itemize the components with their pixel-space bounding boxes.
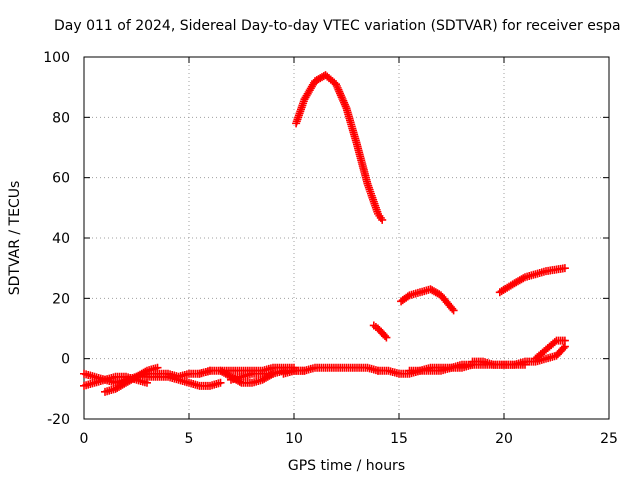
y-tick-label: 80 <box>52 110 70 126</box>
y-tick-label: 20 <box>52 291 70 307</box>
series-arc-small <box>369 321 391 342</box>
y-tick-label: 0 <box>61 352 70 368</box>
marker <box>340 98 349 107</box>
marker <box>336 89 345 98</box>
series-arc-baseline-11 <box>468 342 569 369</box>
marker <box>448 304 457 313</box>
tick-labels: 0 5 10 15 20 25 -20 0 20 40 60 80 100 <box>43 50 618 447</box>
x-tick-label: 10 <box>285 431 303 447</box>
marker <box>341 102 350 111</box>
marker <box>339 96 348 105</box>
chart-title: Day 011 of 2024, Sidereal Day-to-day VTE… <box>54 18 621 34</box>
marker <box>550 338 559 347</box>
series-arc-baseline-4 <box>143 372 225 390</box>
x-tick-label: 25 <box>600 431 618 447</box>
y-tick-label: 60 <box>52 171 70 187</box>
x-tick-label: 0 <box>80 431 89 447</box>
marker <box>333 83 342 92</box>
marker <box>338 95 347 104</box>
marker <box>340 100 349 109</box>
data-point <box>216 378 225 387</box>
y-tick-label: 100 <box>43 50 70 66</box>
data-point <box>560 264 569 273</box>
data-marks <box>80 71 569 396</box>
series-arc-baseline-12 <box>531 336 569 363</box>
y-axis-label: SDTVAR / TECUs <box>7 181 23 296</box>
marker <box>141 367 150 376</box>
series-arc-late <box>495 264 569 297</box>
data-point <box>378 215 387 224</box>
y-tick-label: -20 <box>47 412 70 428</box>
grid <box>84 57 609 419</box>
marker <box>381 332 389 341</box>
ticks <box>83 56 610 420</box>
data-point <box>382 333 391 342</box>
series-arc-baseline-8 <box>279 363 382 378</box>
x-axis-label: GPS time / hours <box>288 458 405 474</box>
x-tick-label: 5 <box>185 431 194 447</box>
data-point <box>153 363 162 372</box>
marker <box>519 274 528 283</box>
data-point <box>332 80 340 89</box>
y-tick-label: 40 <box>52 231 70 247</box>
series-arc-mid <box>397 285 458 315</box>
series-arc-peak <box>292 71 387 224</box>
marker <box>559 344 568 353</box>
marker <box>336 91 345 100</box>
marker <box>335 87 344 96</box>
marker <box>337 93 346 102</box>
series-arc-baseline-3 <box>101 363 162 396</box>
data-point <box>449 306 458 315</box>
marker <box>334 85 343 94</box>
marker <box>403 292 412 301</box>
x-tick-label: 15 <box>390 431 408 447</box>
data-point <box>560 336 569 345</box>
x-tick-label: 20 <box>495 431 513 447</box>
marker <box>332 82 341 91</box>
